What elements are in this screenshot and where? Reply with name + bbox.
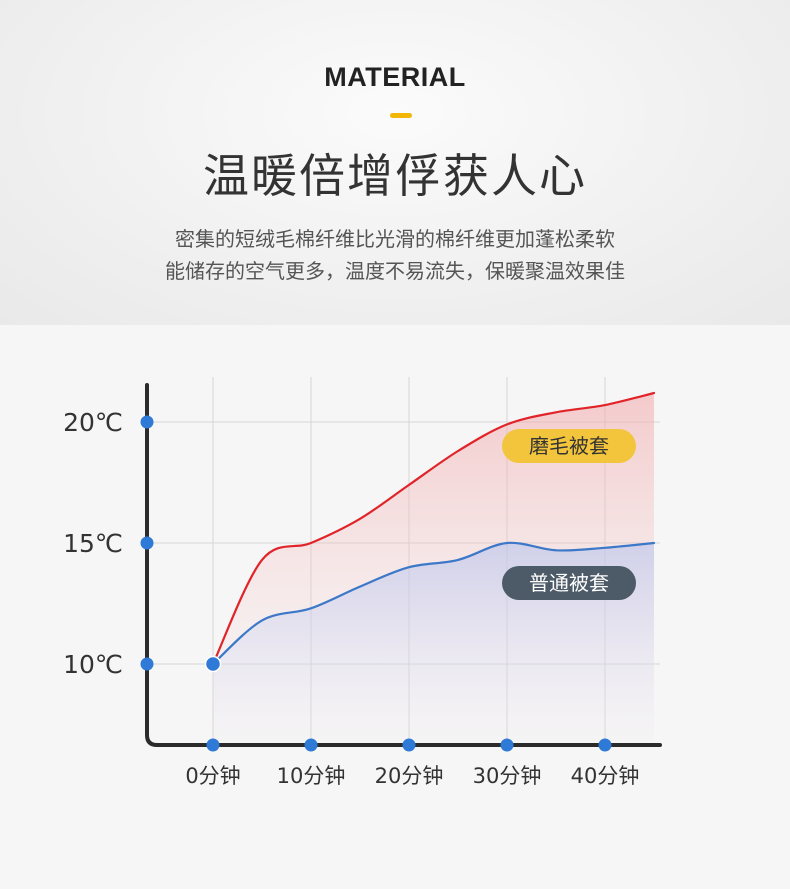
axes: 10℃ 15℃ 20℃ 0分钟 10分钟 20分钟 30分钟 40分钟 [63, 383, 662, 788]
series-line-1 [211, 541, 656, 666]
x-tick-dot-3 [500, 738, 514, 752]
x-tick-label-1: 10分钟 [277, 764, 346, 788]
series-line-0 [211, 391, 656, 666]
accent-bar [390, 113, 412, 118]
description-line-2: 能储存的空气更多，温度不易流失，保暖聚温效果佳 [165, 259, 625, 283]
series-badge-label-1: 普通被套 [529, 571, 609, 595]
axis-line [145, 383, 662, 747]
x-tick-label-4: 40分钟 [571, 764, 640, 788]
y-tick-label-2: 20℃ [63, 408, 123, 437]
x-tick-label-3: 30分钟 [473, 764, 542, 788]
y-tick-dot-0 [140, 657, 154, 671]
y-tick-label-1: 15℃ [63, 529, 123, 558]
series-lines [204, 391, 656, 673]
x-tick-dot-2 [402, 738, 416, 752]
description-line-1: 密集的短绒毛棉纤维比光滑的棉纤维更加蓬松柔软 [175, 227, 615, 251]
x-tick-label-0: 0分钟 [185, 764, 240, 788]
x-tick-dot-1 [304, 738, 318, 752]
series-badge-0 [502, 429, 636, 463]
x-tick-label-2: 20分钟 [375, 764, 444, 788]
header-background [0, 0, 790, 325]
series-badge-1 [502, 566, 636, 600]
y-tick-dot-2 [140, 415, 154, 429]
x-tick-dot-4 [598, 738, 612, 752]
y-tick-label-0: 10℃ [63, 650, 123, 679]
start-point [204, 655, 222, 673]
x-tick-dot-0 [206, 738, 220, 752]
page-title: 温暖倍增俘获人心 [203, 149, 587, 203]
section-eyebrow: MATERIAL [324, 62, 466, 92]
series-badge-label-0: 磨毛被套 [529, 434, 609, 458]
y-tick-dot-1 [140, 536, 154, 550]
